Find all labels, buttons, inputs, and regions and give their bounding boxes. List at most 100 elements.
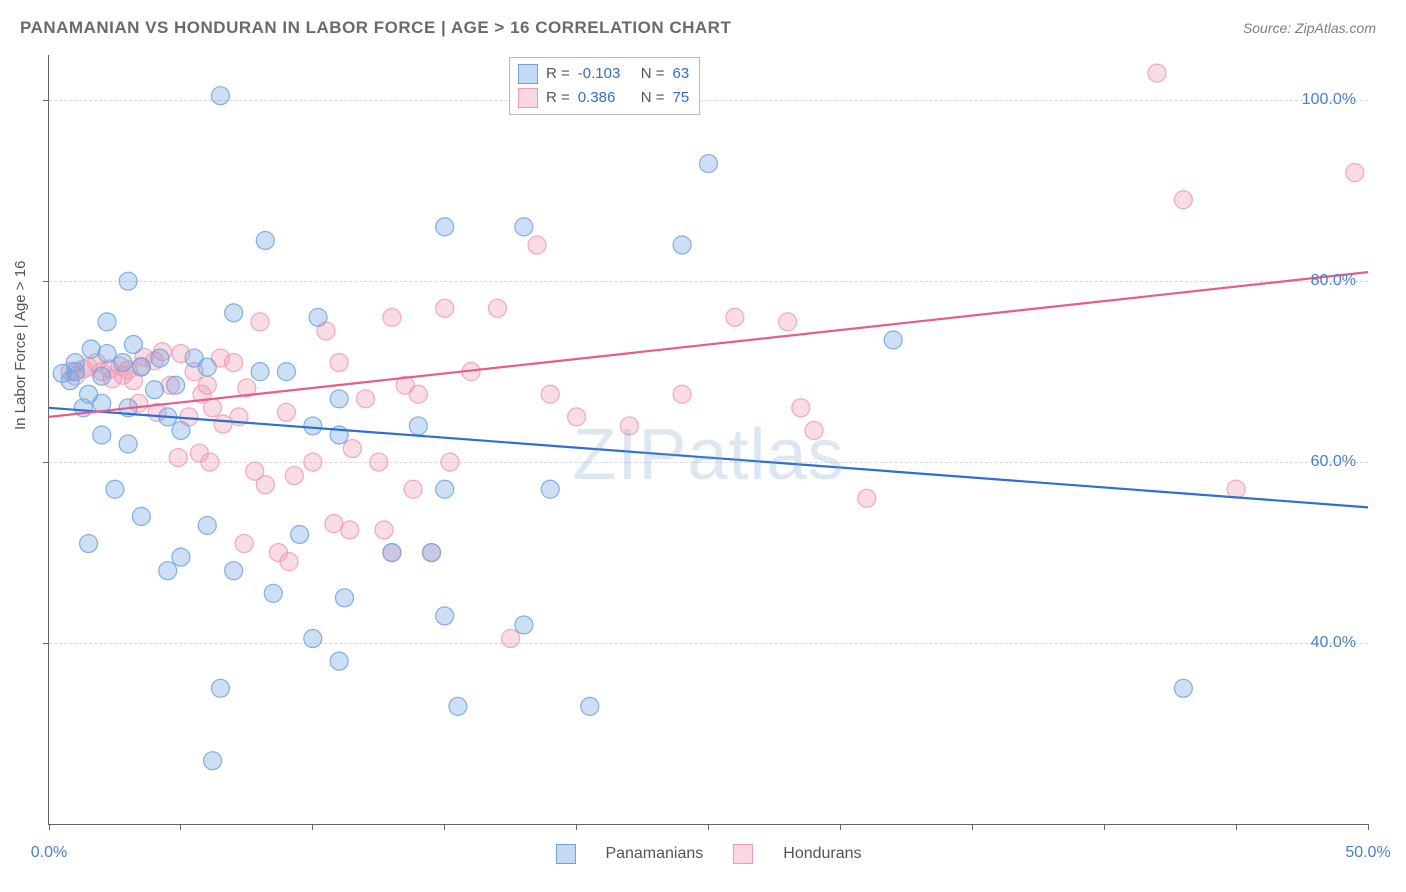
plot-area: ZIPatlas R = -0.103 N = 63 R = 0.386 N =… — [48, 55, 1368, 825]
x-tick — [1368, 824, 1369, 830]
x-tick — [312, 824, 313, 830]
scatter-point — [204, 399, 222, 417]
scatter-point — [285, 467, 303, 485]
series-label-1: Panamanians — [605, 845, 703, 863]
scatter-point — [198, 358, 216, 376]
x-tick — [576, 824, 577, 830]
x-tick — [180, 824, 181, 830]
x-tick — [1236, 824, 1237, 830]
plot-svg — [49, 55, 1368, 824]
trend-line — [49, 408, 1368, 508]
y-tick — [43, 281, 49, 282]
scatter-point — [167, 376, 185, 394]
scatter-point — [383, 308, 401, 326]
scatter-point — [370, 453, 388, 471]
r-label-1: R = — [546, 62, 570, 86]
x-tick — [972, 824, 973, 830]
scatter-point — [343, 440, 361, 458]
scatter-point — [700, 155, 718, 173]
scatter-point — [357, 390, 375, 408]
scatter-point — [423, 544, 441, 562]
scatter-point — [214, 415, 232, 433]
scatter-point — [251, 363, 269, 381]
scatter-point — [98, 345, 116, 363]
scatter-point — [256, 231, 274, 249]
scatter-point — [581, 697, 599, 715]
scatter-point — [304, 630, 322, 648]
scatter-point — [98, 313, 116, 331]
scatter-point — [53, 364, 71, 382]
x-tick — [1104, 824, 1105, 830]
x-tick — [708, 824, 709, 830]
scatter-point — [132, 358, 150, 376]
stats-legend: R = -0.103 N = 63 R = 0.386 N = 75 — [509, 57, 700, 115]
series-label-2: Hondurans — [783, 845, 861, 863]
scatter-point — [541, 480, 559, 498]
scatter-point — [330, 354, 348, 372]
scatter-point — [82, 340, 100, 358]
scatter-point — [1174, 191, 1192, 209]
scatter-point — [673, 236, 691, 254]
scatter-point — [1346, 164, 1364, 182]
scatter-point — [277, 403, 295, 421]
series-swatch-2 — [733, 844, 753, 864]
scatter-point — [304, 453, 322, 471]
scatter-point — [225, 304, 243, 322]
y-tick-label: 40.0% — [1311, 634, 1356, 652]
scatter-point — [198, 516, 216, 534]
scatter-point — [235, 535, 253, 553]
x-tick — [49, 824, 50, 830]
scatter-point — [93, 367, 111, 385]
scatter-point — [330, 390, 348, 408]
scatter-point — [1148, 64, 1166, 82]
scatter-point — [93, 426, 111, 444]
scatter-point — [264, 584, 282, 602]
y-tick — [43, 100, 49, 101]
y-tick — [43, 643, 49, 644]
scatter-point — [277, 363, 295, 381]
scatter-point — [246, 462, 264, 480]
scatter-point — [146, 381, 164, 399]
scatter-point — [502, 630, 520, 648]
x-tick-label: 50.0% — [1345, 844, 1390, 862]
scatter-point — [204, 752, 222, 770]
scatter-point — [805, 421, 823, 439]
scatter-point — [225, 562, 243, 580]
r-value-1: -0.103 — [578, 62, 633, 86]
scatter-point — [172, 421, 190, 439]
scatter-point — [620, 417, 638, 435]
scatter-point — [159, 562, 177, 580]
scatter-point — [291, 525, 309, 543]
scatter-point — [541, 385, 559, 403]
legend-swatch-series2 — [518, 88, 538, 108]
y-axis-title: In Labor Force | Age > 16 — [12, 261, 29, 430]
scatter-point — [436, 218, 454, 236]
scatter-point — [172, 548, 190, 566]
n-value-1: 63 — [673, 62, 690, 86]
scatter-point — [858, 489, 876, 507]
y-tick-label: 100.0% — [1302, 91, 1356, 109]
scatter-point — [211, 87, 229, 105]
scatter-point — [436, 480, 454, 498]
n-value-2: 75 — [673, 86, 690, 110]
scatter-point — [325, 515, 343, 533]
scatter-point — [124, 336, 142, 354]
x-tick — [840, 824, 841, 830]
source-attribution: Source: ZipAtlas.com — [1243, 20, 1376, 36]
scatter-point — [1227, 480, 1245, 498]
scatter-point — [106, 480, 124, 498]
scatter-point — [726, 308, 744, 326]
stats-legend-row-2: R = 0.386 N = 75 — [518, 86, 689, 110]
scatter-point — [309, 308, 327, 326]
stats-legend-row-1: R = -0.103 N = 63 — [518, 62, 689, 86]
scatter-point — [151, 349, 169, 367]
x-tick-label: 0.0% — [31, 844, 67, 862]
scatter-point — [119, 272, 137, 290]
scatter-point — [211, 679, 229, 697]
scatter-point — [673, 385, 691, 403]
scatter-point — [132, 507, 150, 525]
scatter-point — [515, 218, 533, 236]
scatter-point — [779, 313, 797, 331]
scatter-point — [792, 399, 810, 417]
scatter-point — [449, 697, 467, 715]
